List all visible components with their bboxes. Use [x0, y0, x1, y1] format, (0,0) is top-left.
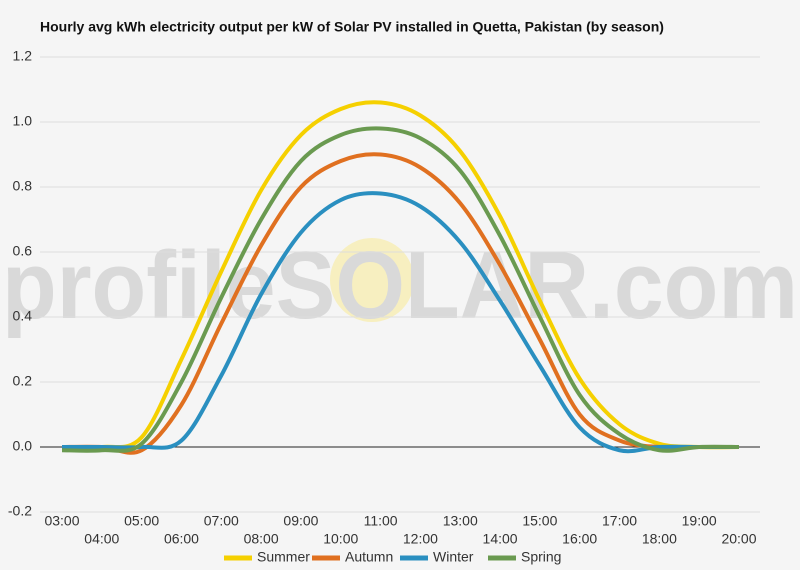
- x-tick-label: 19:00: [682, 513, 717, 529]
- y-tick-label: 0.6: [13, 243, 33, 259]
- x-tick-label: 12:00: [403, 531, 438, 547]
- x-tick-label: 06:00: [164, 531, 199, 547]
- y-tick-label: 1.0: [13, 113, 33, 129]
- x-tick-label: 03:00: [44, 513, 79, 529]
- sun-watermark: [330, 238, 414, 322]
- x-tick-label: 10:00: [323, 531, 358, 547]
- x-tick-label: 04:00: [84, 531, 119, 547]
- x-tick-label: 15:00: [522, 513, 557, 529]
- y-tick-label: 1.2: [13, 48, 33, 64]
- y-tick-label: 0.0: [13, 438, 33, 454]
- y-tick-label: 0.2: [13, 373, 33, 389]
- series-line: [61, 100, 740, 450]
- x-tick-label: 11:00: [364, 513, 398, 529]
- y-tick-label: -0.2: [8, 503, 32, 519]
- legend-label: Summer: [257, 549, 310, 565]
- watermark: profileSOLAR.com: [2, 232, 798, 339]
- x-tick-label: 14:00: [483, 531, 518, 547]
- x-tick-label: 09:00: [283, 513, 318, 529]
- x-tick-label: 16:00: [562, 531, 597, 547]
- x-tick-label: 20:00: [721, 531, 756, 547]
- series-line: [61, 152, 739, 455]
- legend-label: Winter: [433, 549, 474, 565]
- legend-label: Autumn: [345, 549, 393, 565]
- y-tick-label: 0.8: [13, 178, 33, 194]
- series-line: [61, 126, 740, 453]
- x-tick-label: 17:00: [602, 513, 637, 529]
- x-tick-label: 08:00: [244, 531, 279, 547]
- x-tick-label: 05:00: [124, 513, 159, 529]
- series-line: [62, 191, 739, 454]
- x-tick-label: 07:00: [204, 513, 239, 529]
- chart-title: Hourly avg kWh electricity output per kW…: [40, 19, 664, 35]
- x-tick-label: 13:00: [443, 513, 478, 529]
- y-tick-label: 0.4: [13, 308, 33, 324]
- x-tick-label: 18:00: [642, 531, 677, 547]
- legend-label: Spring: [521, 549, 561, 565]
